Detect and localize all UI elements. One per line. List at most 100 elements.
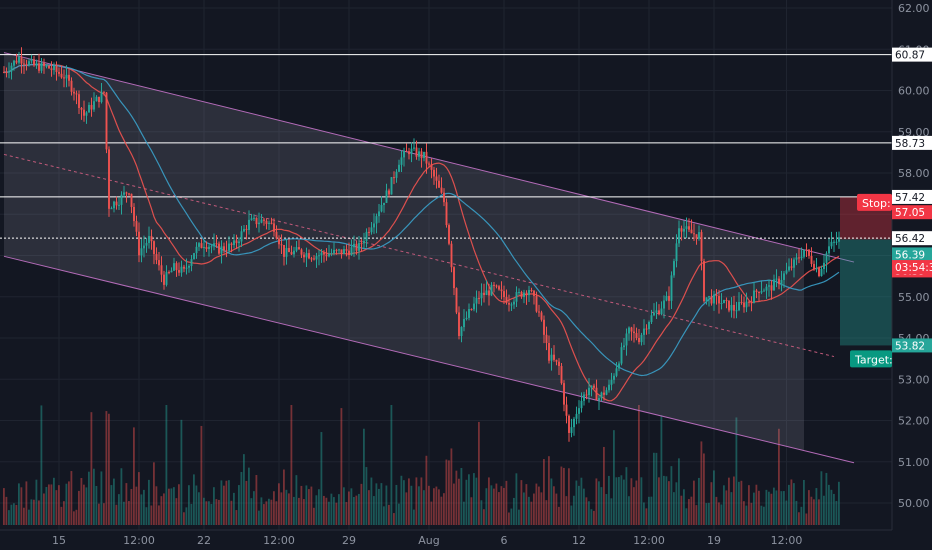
volume-bar xyxy=(213,487,215,525)
candle-body xyxy=(488,290,490,296)
volume-bar xyxy=(30,499,33,525)
candle-body xyxy=(198,243,200,247)
candle-body xyxy=(533,290,535,297)
candle-body xyxy=(790,266,793,268)
volume-bar xyxy=(258,510,260,525)
candle-body xyxy=(458,312,460,336)
price-tag xyxy=(892,260,932,275)
volume-bar xyxy=(595,478,598,525)
candle-body xyxy=(190,259,193,266)
volume-bar xyxy=(410,485,413,525)
candle-body xyxy=(285,247,288,257)
candle-body xyxy=(573,418,575,428)
volume-bar xyxy=(163,493,165,525)
candle-body xyxy=(235,240,238,244)
candle-body xyxy=(225,250,228,252)
candle-body xyxy=(243,228,245,232)
volume-bar xyxy=(35,479,38,525)
volume-bar xyxy=(205,501,208,525)
candle-body xyxy=(308,253,310,259)
candle-body xyxy=(708,296,710,298)
target-label-box xyxy=(850,350,892,368)
volume-bar xyxy=(500,486,503,525)
candle-body xyxy=(598,398,600,401)
time-tick-label: 15 xyxy=(52,534,66,547)
time-axis: 15 12:00 22 12:00 29 Aug 6 12 12:00 19 12:00 xyxy=(0,529,892,550)
candle-body xyxy=(148,236,150,243)
candle-body xyxy=(250,218,253,220)
candle-body xyxy=(765,286,768,291)
volume-bar xyxy=(525,484,528,525)
volume-bar xyxy=(735,417,738,525)
candle-body xyxy=(350,247,353,255)
volume-bar xyxy=(740,480,743,525)
volume-bar xyxy=(10,504,13,525)
volume-bar xyxy=(818,499,820,525)
candle-body xyxy=(575,413,578,419)
volume-bar xyxy=(743,501,745,525)
candle-body xyxy=(260,219,263,223)
candle-body xyxy=(360,243,363,245)
candle-body xyxy=(13,60,15,66)
volume-bar xyxy=(428,485,430,525)
candle-body xyxy=(18,56,20,63)
volume-bar xyxy=(125,483,128,525)
volume-bar xyxy=(695,505,698,525)
candle-body xyxy=(673,261,675,276)
volume-bar xyxy=(573,495,575,525)
volume-bar xyxy=(443,493,445,525)
candle-body xyxy=(555,359,558,362)
candle-body xyxy=(83,109,85,116)
candle-body xyxy=(165,272,168,285)
candle-body xyxy=(298,247,300,250)
candle-body xyxy=(185,267,188,269)
moving-average-line xyxy=(3,63,840,377)
candle-body xyxy=(568,415,570,433)
volume-bar xyxy=(323,495,325,525)
candle-body xyxy=(53,65,55,71)
candle-body xyxy=(815,267,818,270)
volume-bar xyxy=(703,453,705,525)
volume-bar xyxy=(660,415,663,525)
volume-bar xyxy=(623,479,625,525)
volume-bar xyxy=(270,499,273,525)
price-tag-text: 03:54:30 xyxy=(895,262,932,274)
volume-bar xyxy=(285,489,288,525)
candle-body xyxy=(690,229,693,234)
candle-body xyxy=(125,192,128,194)
volume-bar xyxy=(680,495,683,525)
volume-bar xyxy=(340,408,343,525)
channel-upper xyxy=(3,52,855,263)
candle-body xyxy=(338,249,340,251)
volume-bar xyxy=(558,506,560,525)
volume-bar xyxy=(750,502,753,525)
candle-body xyxy=(5,72,8,74)
volume-bar xyxy=(700,441,703,525)
candle-body xyxy=(280,244,283,246)
price-tag xyxy=(892,47,932,62)
volume-bar xyxy=(640,477,643,525)
candle-body xyxy=(65,74,68,79)
volume-bar xyxy=(313,507,315,525)
volume-bar xyxy=(28,509,30,525)
candle-body xyxy=(188,265,190,268)
volume-bar xyxy=(360,483,363,525)
volume-bar xyxy=(678,458,680,525)
candle-body xyxy=(463,319,465,328)
volume-bar xyxy=(778,428,780,525)
candle-body xyxy=(760,291,763,293)
candle-body xyxy=(383,202,385,206)
volume-bar xyxy=(705,503,708,525)
candle-body xyxy=(435,176,438,181)
candle-body xyxy=(395,171,398,178)
volume-bar xyxy=(130,489,133,525)
candle-body xyxy=(345,249,348,251)
candle-body xyxy=(723,300,725,304)
volume-bar xyxy=(300,485,303,525)
volume-bar xyxy=(788,484,790,525)
candle-body xyxy=(380,205,383,212)
volume-bar xyxy=(113,478,115,525)
candle-body xyxy=(68,74,70,81)
candle-body xyxy=(275,231,278,239)
